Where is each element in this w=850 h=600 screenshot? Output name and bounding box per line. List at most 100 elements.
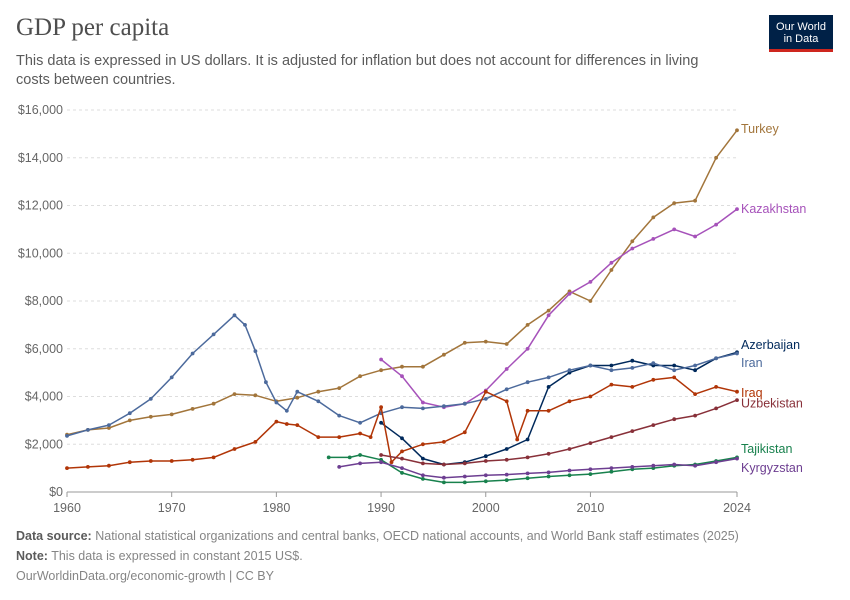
data-point xyxy=(421,406,425,411)
data-point xyxy=(693,368,697,373)
logo-line-2: in Data xyxy=(783,33,819,45)
x-axis: 1960 1970 1980 1990 2000 2010 2024 xyxy=(53,491,751,515)
chart-note: Note: This data is expressed in constant… xyxy=(16,549,303,563)
data-point xyxy=(368,435,373,439)
data-point xyxy=(714,155,718,160)
data-point xyxy=(400,466,404,470)
series-label: Tajikistan xyxy=(741,442,792,456)
data-point xyxy=(483,479,488,484)
data-point xyxy=(651,361,656,365)
series-line xyxy=(328,454,738,484)
data-point xyxy=(253,393,258,398)
data-point xyxy=(504,387,509,392)
data-source: Data source: National statistical organi… xyxy=(16,529,739,543)
chart-title: GDP per capita xyxy=(16,14,170,41)
data-point xyxy=(630,465,635,469)
data-point xyxy=(693,463,697,468)
data-point xyxy=(442,440,446,444)
series-lines xyxy=(65,128,739,485)
data-point xyxy=(358,374,362,379)
data-point xyxy=(672,462,677,467)
data-point xyxy=(316,435,321,439)
data-point xyxy=(567,473,572,478)
series-label: Turkey xyxy=(741,122,779,136)
data-point xyxy=(379,453,383,457)
series-line xyxy=(380,351,738,466)
data-point xyxy=(672,375,677,380)
data-point xyxy=(190,351,195,356)
data-point xyxy=(714,222,718,227)
data-point xyxy=(672,363,677,368)
data-point xyxy=(609,466,614,470)
data-point xyxy=(525,455,530,460)
data-point xyxy=(693,413,697,418)
data-point xyxy=(504,478,509,482)
data-point xyxy=(232,447,237,451)
data-point xyxy=(400,436,404,441)
series-kyrgyzstan xyxy=(337,456,739,480)
series-label: Iran xyxy=(741,356,763,370)
data-point xyxy=(107,423,111,427)
x-tick-label: 2000 xyxy=(472,501,500,515)
data-point xyxy=(567,399,572,404)
data-point xyxy=(421,442,425,447)
credit-link[interactable]: OurWorldinData.org/economic-growth | CC … xyxy=(16,569,274,583)
data-point xyxy=(232,313,237,318)
data-point xyxy=(588,280,593,284)
logo-line-1: Our World xyxy=(776,21,826,33)
data-point xyxy=(483,473,488,478)
data-point xyxy=(358,461,362,466)
series-label: Kyrgyzstan xyxy=(741,461,803,475)
data-point xyxy=(243,323,247,327)
data-point xyxy=(337,435,342,439)
data-point xyxy=(190,457,195,462)
data-point xyxy=(442,352,446,357)
data-point xyxy=(714,460,718,465)
data-point xyxy=(651,377,656,382)
series-line xyxy=(380,399,738,466)
data-point xyxy=(630,429,635,433)
data-point xyxy=(525,408,530,413)
data-point xyxy=(379,460,383,465)
series-line xyxy=(66,314,738,437)
data-point xyxy=(65,466,69,470)
data-point xyxy=(421,477,425,481)
series-line xyxy=(66,376,738,469)
data-point xyxy=(651,463,656,468)
data-point xyxy=(525,380,530,385)
data-point xyxy=(735,207,739,212)
data-point xyxy=(358,453,362,457)
data-point xyxy=(389,460,394,465)
y-tick-label: $4,000 xyxy=(25,390,63,404)
data-point xyxy=(693,198,697,203)
data-point xyxy=(630,239,635,244)
data-point xyxy=(546,470,551,475)
data-point xyxy=(379,405,383,410)
data-point xyxy=(400,364,404,369)
data-point xyxy=(651,423,656,427)
data-point xyxy=(546,474,551,479)
data-point xyxy=(714,406,718,411)
series-label: Uzbekistan xyxy=(741,397,803,411)
owid-logo[interactable]: Our World in Data xyxy=(769,15,833,52)
data-point xyxy=(546,385,551,389)
y-tick-label: $16,000 xyxy=(18,103,63,117)
series-line xyxy=(66,129,738,436)
data-point xyxy=(630,246,635,251)
data-point xyxy=(462,340,467,345)
data-point xyxy=(483,397,488,401)
data-point xyxy=(609,363,614,368)
y-tick-label: $0 xyxy=(49,485,63,499)
data-point xyxy=(588,472,593,476)
series-iran xyxy=(65,313,739,438)
data-source-label: Data source: xyxy=(16,529,92,543)
data-point xyxy=(588,394,593,399)
data-point xyxy=(337,386,342,390)
data-point xyxy=(546,313,551,318)
x-tick-label: 1960 xyxy=(53,501,81,515)
data-point xyxy=(483,339,488,344)
data-point xyxy=(190,407,195,411)
data-point xyxy=(588,467,593,472)
data-point xyxy=(693,234,697,239)
series-line xyxy=(380,208,738,408)
